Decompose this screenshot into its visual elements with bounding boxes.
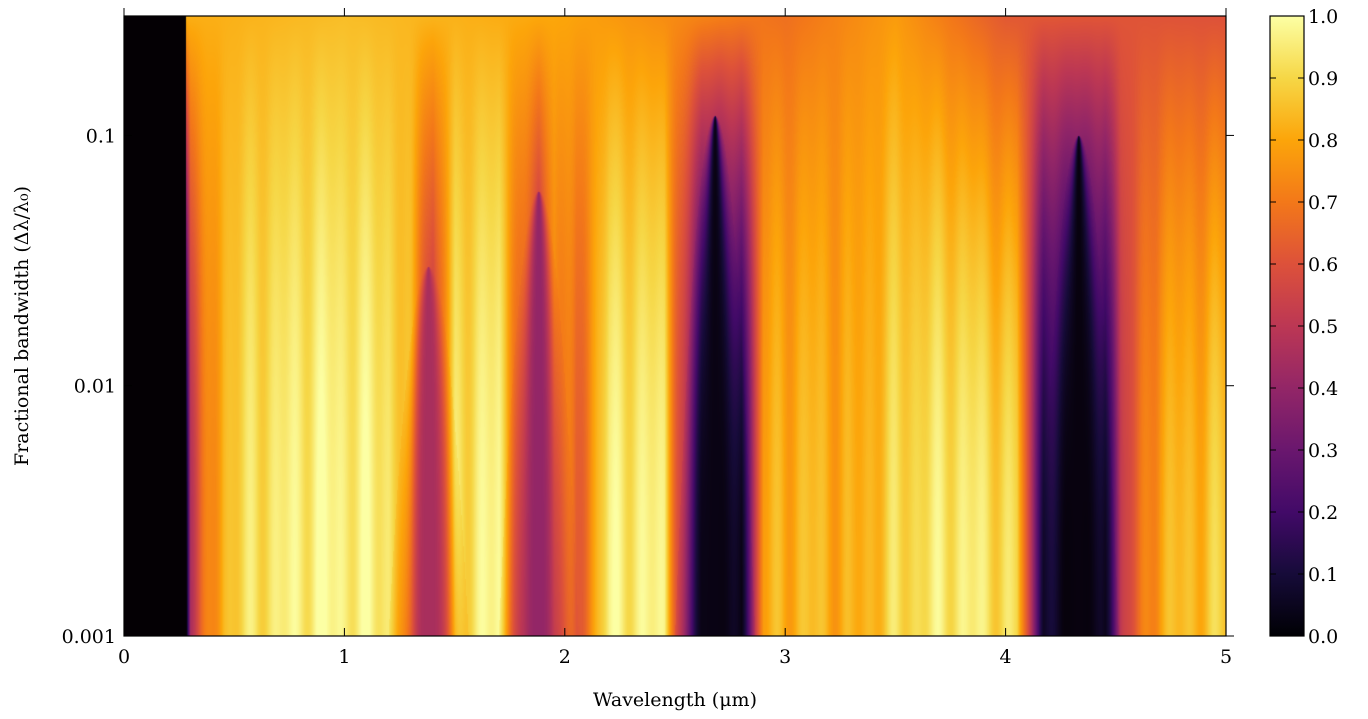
y-tick-label: 0.1 [86,125,116,147]
colorbar-tick-label: 0.6 [1308,254,1338,276]
x-axis-label: Wavelength (μm) [593,689,757,711]
colorbar-tick-label: 0.2 [1308,502,1338,524]
x-tick-label: 1 [338,646,350,668]
x-tick-label: 2 [559,646,571,668]
colorbar-tick-label: 0.1 [1308,564,1338,586]
colorbar-tick-label: 0.7 [1308,192,1338,214]
colorbar-tick-label: 0.3 [1308,440,1338,462]
colorbar-tick-label: 0.8 [1308,130,1338,152]
colorbar-tick-label: 0.4 [1308,378,1338,400]
x-tick-label: 5 [1220,646,1232,668]
colorbar-tick-label: 0.9 [1308,68,1338,90]
y-tick-label: 0.001 [62,626,116,648]
x-tick-label: 0 [118,646,130,668]
y-axis-label: Fractional bandwidth (Δλ/λ₀) [11,186,33,466]
colorbar-tick-label: 0.0 [1308,626,1338,648]
colorbar-tick-label: 1.0 [1308,6,1338,28]
x-tick-label: 3 [779,646,791,668]
colorbar-tick-label: 0.5 [1308,316,1338,338]
x-tick-label: 4 [1000,646,1012,668]
heatmap-field [124,16,1226,636]
colorbar: 0.0 0.1 0.2 0.3 0.4 0.5 0.6 0.7 0.8 0.9 1.0 [1270,6,1338,648]
plot-area [124,16,1226,636]
y-tick-label: 0.01 [74,376,116,398]
